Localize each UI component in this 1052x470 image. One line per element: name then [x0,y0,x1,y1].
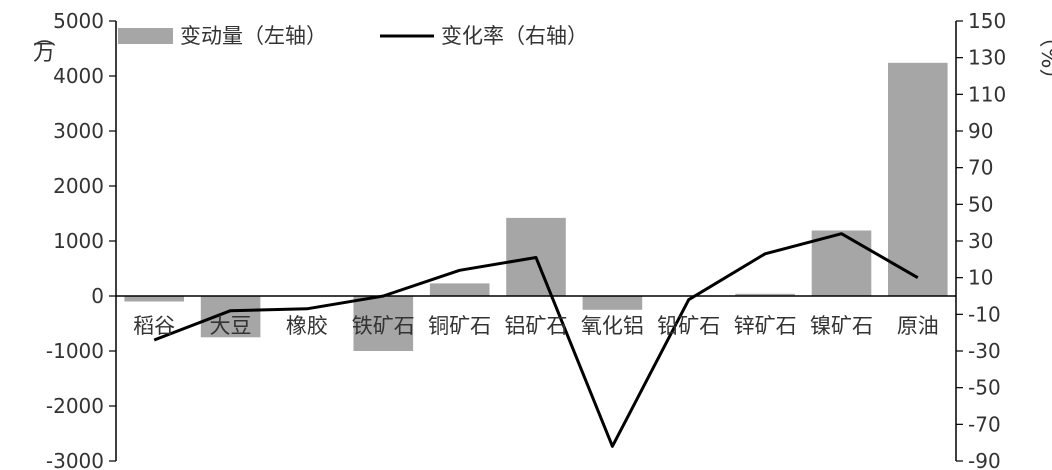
category-labels: 稻谷 大豆 橡胶 铁矿石 铜矿石 铝矿石 氧化铝 铅矿石 锌矿石 镍矿石 原油 [133,314,939,338]
left-axis-label-bracket: （ [30,25,55,47]
bars-layer [124,62,948,351]
category-label-1: 大豆 [210,314,252,338]
left-tick-label-1: -2000 [46,394,104,418]
left-tick-label-4: 1000 [53,229,104,253]
legend-bar-swatch [118,28,173,44]
left-tick-label-2: -1000 [46,339,104,363]
category-label-7: 铅矿石 [657,314,720,338]
right-tick-label-4: -10 [968,302,1001,326]
left-tick-label-3: 0 [91,284,104,308]
left-tick-label-7: 4000 [53,64,104,88]
legend: 变动量（左轴） 变化率（右轴） [118,24,588,48]
category-label-10: 原油 [897,314,939,338]
category-label-9: 镍矿石 [810,314,873,338]
category-label-2: 橡胶 [286,314,328,338]
right-tick-label-8: 70 [968,156,993,180]
right-tick-label-6: 30 [968,229,993,253]
axes-layer: -3000 -2000 -1000 0 1000 2000 3000 4000 5000 -90 -… [46,9,1006,470]
right-tick-label-9: 90 [968,119,993,143]
bar-9 [811,230,872,296]
right-tick-label-2: -50 [968,376,1001,400]
bar-0 [124,296,184,302]
legend-bar-label: 变动量（左轴） [180,24,327,48]
right-tick-label-10: 110 [968,82,1006,106]
right-tick-label-1: -70 [968,412,1001,436]
left-tick-label-5: 2000 [53,174,104,198]
right-axis-label: （%） [1036,26,1052,91]
right-tick-label-7: 50 [968,192,993,216]
bar-10 [888,62,948,296]
right-tick-label-11: 130 [968,46,1006,70]
left-tick-label-8: 5000 [53,9,104,33]
right-tick-label-5: 10 [968,266,993,290]
category-label-0: 稻谷 [133,314,175,338]
bar-1 [200,296,261,338]
right-tick-label-12: 150 [968,9,1006,33]
right-tick-label-3: -30 [968,339,1001,363]
bar-8 [735,293,795,296]
bar-6 [582,296,643,310]
bar-4 [429,283,490,296]
category-label-4: 铜矿石 [428,314,491,338]
category-label-6: 氧化铝 [581,314,644,338]
category-label-5: 铝矿石 [505,314,568,338]
category-label-3: 铁矿石 [352,314,415,338]
left-tick-label-6: 3000 [53,119,104,143]
right-tick-label-0: -90 [968,449,1001,470]
left-axis-label: 万 [33,41,55,66]
left-tick-label-0: -3000 [46,449,104,470]
legend-line-label: 变化率（右轴） [441,24,588,48]
bar-3 [353,296,414,351]
category-label-8: 锌矿石 [734,314,797,338]
line-layer [153,232,919,448]
